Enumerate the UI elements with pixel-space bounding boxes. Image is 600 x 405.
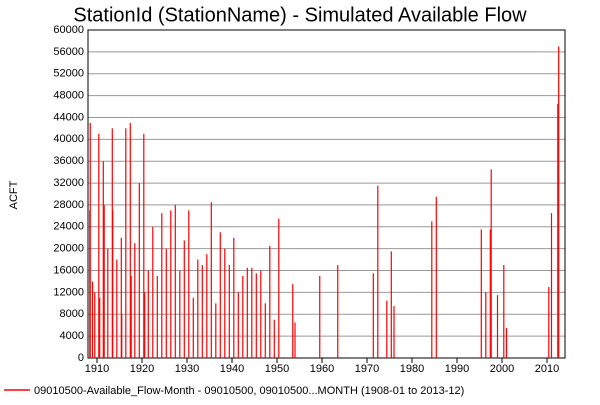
y-tick-label: 44000: [53, 111, 84, 123]
y-tick-label: 56000: [53, 46, 84, 58]
y-tick-label: 60000: [53, 24, 84, 36]
x-tick-label: 2010: [535, 363, 559, 375]
x-tick-label: 1980: [400, 363, 424, 375]
y-tick-label: 48000: [53, 90, 84, 102]
y-tick-label: 32000: [53, 177, 84, 189]
y-tick-label: 12000: [53, 286, 84, 298]
x-tick-label: 2000: [490, 363, 514, 375]
plot-frame: [87, 29, 566, 359]
x-tick-label: 1970: [355, 363, 379, 375]
y-tick-label: 16000: [53, 264, 84, 276]
y-axis-label: ACFT: [8, 180, 20, 209]
x-tick-label: 1990: [445, 363, 469, 375]
y-tick-label: 4000: [60, 330, 84, 342]
y-tick-label: 40000: [53, 133, 84, 145]
chart-title: StationId (StationName) - Simulated Avai…: [73, 4, 527, 26]
x-tick-label: 1950: [265, 363, 289, 375]
y-tick-label: 28000: [53, 199, 84, 211]
x-tick-label: 1940: [220, 363, 244, 375]
x-tick-label: 1920: [130, 363, 154, 375]
y-tick-label: 8000: [60, 308, 84, 320]
y-tick-label: 20000: [53, 243, 84, 255]
y-tick-label: 0: [78, 352, 84, 364]
y-tick-label: 52000: [53, 68, 84, 80]
legend-label: 09010500-Available_Flow-Month - 09010500…: [34, 385, 464, 397]
x-tick-label: 1910: [85, 363, 109, 375]
y-tick-label: 24000: [53, 221, 84, 233]
x-tick-label: 1930: [175, 363, 199, 375]
x-tick-label: 1960: [310, 363, 334, 375]
y-tick-label: 36000: [53, 155, 84, 167]
